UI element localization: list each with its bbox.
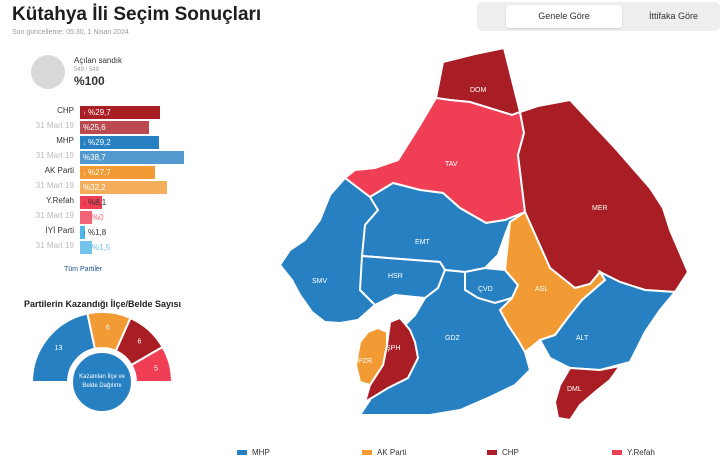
wins-chart-center-button[interactable]: Kazanılan İlçe ve Belde Dağılımı <box>70 350 134 414</box>
arrow-down-icon: ↓ <box>83 141 86 147</box>
last-updated: Son güncelleme: 05:30, 1 Nisan 2024 <box>12 29 129 36</box>
legend-item-akp: AK Parti <box>362 448 406 457</box>
district-label-gdz: GDZ <box>445 335 461 342</box>
district-dml[interactable] <box>553 364 623 422</box>
legend-label: AK Parti <box>377 448 407 457</box>
arrow-down-icon: ↓ <box>83 171 86 177</box>
party-row: AK Parti 31 Mart 19 ↓ %27,7 %32,2 <box>0 166 200 194</box>
district-map: DOM TAV MER SMV EMT HSR ÇVD ASL GDZ ŞPH … <box>278 46 690 422</box>
current-result-bar: ↓ %27,7 <box>80 166 155 179</box>
district-label-sph: ŞPH <box>386 345 400 352</box>
wins-donut-chart: 13 6 6 5 <box>30 311 174 383</box>
current-percent: %27,7 <box>88 168 111 177</box>
district-pzr[interactable] <box>354 326 388 387</box>
district-label-cvd: ÇVD <box>478 286 493 293</box>
previous-election-label: 31 Mart 19 <box>35 121 74 130</box>
current-percent: %29,2 <box>88 138 111 147</box>
previous-election-label: 31 Mart 19 <box>35 181 74 190</box>
party-row: CHP 31 Mart 19 ↑ %29,7 %25,6 <box>0 106 200 134</box>
party-name: Y.Refah <box>46 196 74 205</box>
ballot-percent: %100 <box>74 74 105 88</box>
ballot-count: 549 / 549 <box>74 67 100 73</box>
district-label-dom: DOM <box>470 87 487 94</box>
previous-result-bar: %32,2 <box>80 181 167 194</box>
previous-percent: %32,2 <box>83 183 106 192</box>
legend-swatch <box>612 450 622 456</box>
current-result-bar: ↑ %29,7 <box>80 106 161 119</box>
legend-swatch <box>487 450 497 456</box>
legend-swatch <box>362 450 372 456</box>
general-view-button[interactable]: Genele Göre <box>506 5 622 28</box>
legend-label: CHP <box>502 448 519 457</box>
district-label-pzr: PZR <box>358 358 372 365</box>
donut-segment-label: 13 <box>55 345 63 352</box>
arrow-up-icon: ↑ <box>83 231 86 237</box>
party-name: CHP <box>57 106 74 115</box>
previous-result-bar: %1,5 <box>80 241 110 254</box>
view-toggle: Genele Göre İttifaka Göre <box>477 2 720 31</box>
donut-segment-label: 6 <box>106 324 110 331</box>
district-label-emt: EMT <box>415 239 431 246</box>
ballot-progress-icon <box>31 55 65 89</box>
previous-percent: %0 <box>92 213 104 222</box>
district-label-hsr: HSR <box>388 273 403 280</box>
legend-item-mhp: MHP <box>237 448 270 457</box>
previous-percent: %25,6 <box>83 123 106 132</box>
district-label-tav: TAV <box>445 161 458 168</box>
previous-election-label: 31 Mart 19 <box>35 241 74 250</box>
previous-result-bar: %25,6 <box>80 121 150 134</box>
current-percent: %29,7 <box>88 108 111 117</box>
district-label-dml: DML <box>567 386 582 393</box>
current-percent: %1,8 <box>88 228 107 237</box>
current-result-bar: ↑ %1,8 <box>80 226 106 239</box>
page-title: Kütahya İli Seçim Sonuçları <box>12 4 262 25</box>
party-name: İYİ Parti <box>45 226 74 235</box>
district-label-asl: ASL <box>535 286 548 293</box>
previous-election-label: 31 Mart 19 <box>35 151 74 160</box>
party-row: MHP 31 Mart 19 ↓ %29,2 %38,7 <box>0 136 200 164</box>
current-percent: %8,1 <box>88 198 107 207</box>
legend-item-chp: CHP <box>487 448 519 457</box>
current-result-bar: ↑ %8,1 <box>80 196 106 209</box>
legend-label: MHP <box>252 448 270 457</box>
district-label-mer: MER <box>592 205 608 212</box>
legend-item-yrefah: Y.Refah <box>612 448 655 457</box>
ballot-label: Açılan sandık <box>74 56 123 65</box>
party-name: MHP <box>56 136 74 145</box>
previous-percent: %1,5 <box>92 243 111 252</box>
current-result-bar: ↓ %29,2 <box>80 136 159 149</box>
alliance-view-button[interactable]: İttifaka Göre <box>648 11 699 21</box>
legend-swatch <box>237 450 247 456</box>
wins-chart-title: Partilerin Kazandığı İlçe/Belde Sayısı <box>24 299 182 309</box>
district-label-smv: SMV <box>312 278 328 285</box>
all-parties-link[interactable]: Tüm Partiler <box>64 266 103 273</box>
previous-result-bar: %38,7 <box>80 151 185 164</box>
party-row: Y.Refah 31 Mart 19 ↑ %8,1 %0 <box>0 196 200 224</box>
donut-segment[interactable] <box>130 345 174 383</box>
legend-label: Y.Refah <box>627 448 655 457</box>
arrow-up-icon: ↑ <box>83 201 86 207</box>
donut-segment-label: 5 <box>154 366 158 373</box>
district-label-alt: ALT <box>576 335 589 342</box>
previous-election-label: 31 Mart 19 <box>35 211 74 220</box>
previous-percent: %38,7 <box>83 153 106 162</box>
party-name: AK Parti <box>44 166 74 175</box>
donut-segment-label: 6 <box>138 338 142 345</box>
previous-result-bar: %0 <box>80 211 104 224</box>
party-row: İYİ Parti 31 Mart 19 ↑ %1,8 %1,5 <box>0 226 200 254</box>
arrow-up-icon: ↑ <box>83 111 86 117</box>
